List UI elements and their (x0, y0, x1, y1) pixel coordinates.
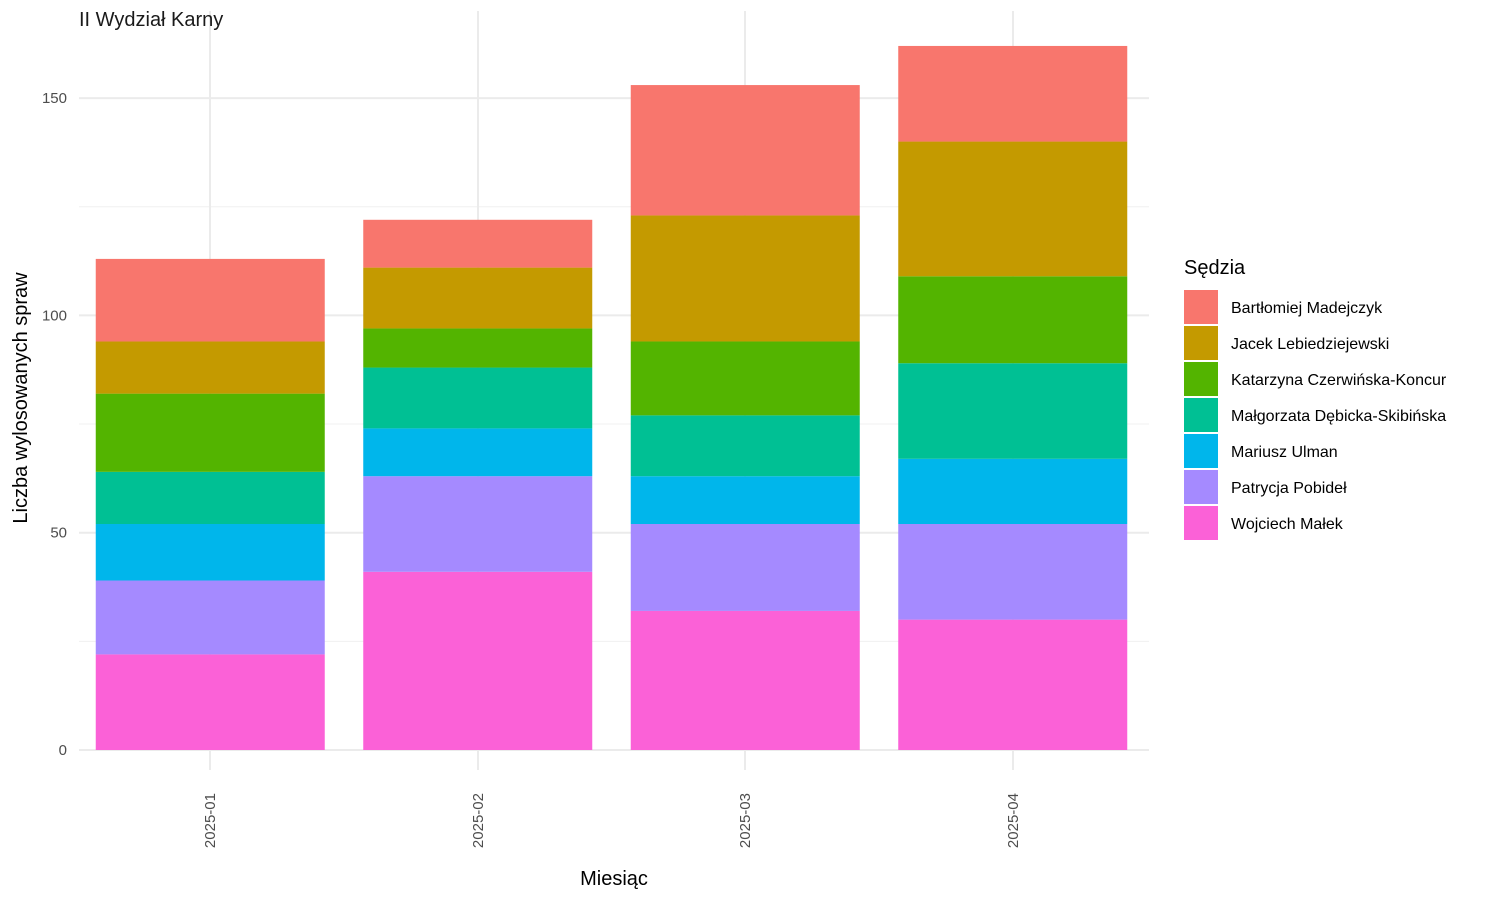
bar-segment (363, 267, 593, 329)
bar-segment (630, 610, 860, 750)
bar-segment (630, 524, 860, 611)
bar-segment (95, 471, 325, 525)
x-tick-label: 2025-01 (202, 793, 219, 848)
bar-segment (898, 458, 1128, 525)
bar-segment (363, 328, 593, 368)
legend-label: Bartłomiej Madejczyk (1231, 300, 1383, 317)
bar-segment (363, 219, 593, 268)
bar-segment (363, 476, 593, 572)
bar-segment (630, 85, 860, 216)
legend-title: Sędzia (1184, 257, 1246, 279)
bar-segment (898, 276, 1128, 364)
legend-label: Patrycja Pobideł (1231, 480, 1347, 497)
axis-layer: 0 50 100 150 2025-01 2025-02 2025-03 2025-04 (42, 90, 1022, 848)
bar-segment (363, 428, 593, 477)
legend-label: Mariusz Ulman (1231, 444, 1338, 461)
bar-segment (95, 654, 325, 750)
legend-key (1184, 362, 1218, 396)
bar-segment (898, 619, 1128, 750)
bar-segment (630, 341, 860, 416)
bar-segment (95, 341, 325, 394)
bar-segment (95, 258, 325, 342)
bar-segment (95, 524, 325, 581)
y-tick-label: 100 (42, 307, 67, 324)
legend-label: Katarzyna Czerwińska-Koncur (1231, 372, 1447, 389)
x-tick-label: 2025-04 (1005, 793, 1022, 848)
legend-key (1184, 326, 1218, 360)
x-axis-title: Miesiąc (580, 868, 648, 890)
bar-segment (363, 367, 593, 429)
legend-items: Bartłomiej Madejczyk Jacek Lebiedziejewsk… (1184, 290, 1447, 540)
bar-segment (95, 393, 325, 472)
y-tick-label: 150 (42, 90, 67, 107)
legend-label: Małgorzata Dębicka-Skibińska (1231, 408, 1446, 425)
legend-label: Jacek Lebiedziejewski (1231, 336, 1389, 353)
bar-segment (363, 571, 593, 750)
legend-key (1184, 290, 1218, 324)
bar-segment (630, 476, 860, 525)
bar-segment (898, 363, 1128, 459)
x-tick-label: 2025-02 (470, 793, 487, 848)
chart-title: II Wydział Karny (79, 9, 223, 31)
bar-segment (898, 45, 1128, 142)
bar-segment (630, 215, 860, 342)
bar-segment (898, 524, 1128, 620)
x-tick-label: 2025-03 (737, 793, 754, 848)
y-tick-label: 0 (59, 742, 67, 759)
bar-segment (95, 580, 325, 655)
legend-label: Wojciech Małek (1231, 516, 1344, 533)
bars-layer (95, 45, 1128, 750)
y-tick-label: 50 (50, 525, 67, 542)
bar-segment (630, 415, 860, 477)
legend-key (1184, 434, 1218, 468)
y-axis-title: Liczba wylosowanych spraw (10, 272, 32, 524)
legend-key (1184, 398, 1218, 432)
legend: Sędzia Bartłomiej Madejczyk Jacek Lebiedz… (1184, 257, 1447, 540)
legend-key (1184, 506, 1218, 540)
legend-key (1184, 470, 1218, 504)
bar-segment (898, 141, 1128, 277)
